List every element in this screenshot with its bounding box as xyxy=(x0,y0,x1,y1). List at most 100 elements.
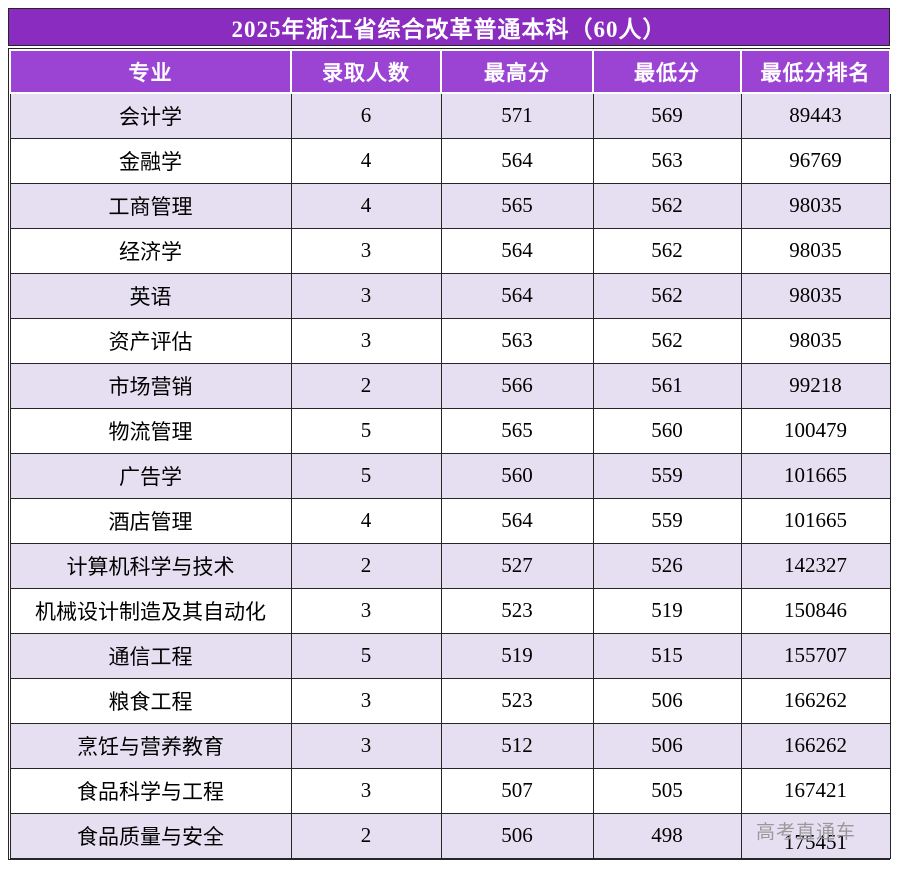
cell-min-score: 561 xyxy=(592,362,742,409)
cell-count: 5 xyxy=(290,452,442,499)
cell-min-score-rank: 100479 xyxy=(740,407,891,454)
cell-count: 4 xyxy=(290,137,442,184)
cell-min-score: 498 xyxy=(592,812,742,859)
cell-max-score: 564 xyxy=(440,497,594,544)
table-row: 烹饪与营养教育 3 512 506 166262 xyxy=(9,722,891,769)
cell-max-score: 564 xyxy=(440,137,594,184)
cell-min-score: 569 xyxy=(592,92,742,139)
cell-min-score: 559 xyxy=(592,497,742,544)
cell-min-score-rank: 98035 xyxy=(740,272,891,319)
cell-min-score-rank: 89443 xyxy=(740,92,891,139)
cell-min-score-rank: 101665 xyxy=(740,452,891,499)
cell-count: 3 xyxy=(290,227,442,274)
cell-count: 5 xyxy=(290,632,442,679)
table-row: 市场营销 2 566 561 99218 xyxy=(9,362,891,409)
cell-count: 3 xyxy=(290,272,442,319)
admissions-table: 专业 录取人数 最高分 最低分 最低分排名 会计学 6 571 569 89443 金融学 4 564… xyxy=(9,49,891,859)
cell-min-score: 560 xyxy=(592,407,742,454)
cell-count: 2 xyxy=(290,542,442,589)
table-title: 2025年浙江省综合改革普通本科（60人） xyxy=(8,8,890,46)
table-row: 计算机科学与技术 2 527 526 142327 xyxy=(9,542,891,589)
cell-min-score-rank: 98035 xyxy=(740,227,891,274)
cell-major: 会计学 xyxy=(9,92,292,139)
cell-max-score: 523 xyxy=(440,677,594,724)
table-row: 粮食工程 3 523 506 166262 xyxy=(9,677,891,724)
cell-major: 金融学 xyxy=(9,137,292,184)
cell-major: 广告学 xyxy=(9,452,292,499)
cell-min-score-rank: 150846 xyxy=(740,587,891,634)
cell-count: 4 xyxy=(290,497,442,544)
cell-max-score: 571 xyxy=(440,92,594,139)
cell-max-score: 506 xyxy=(440,812,594,859)
cell-major: 粮食工程 xyxy=(9,677,292,724)
table-header-row: 专业 录取人数 最高分 最低分 最低分排名 xyxy=(9,49,891,94)
cell-major: 机械设计制造及其自动化 xyxy=(9,587,292,634)
header-row: 专业 录取人数 最高分 最低分 最低分排名 xyxy=(9,49,891,94)
column-header-min-score-rank: 最低分排名 xyxy=(740,49,891,94)
table-row: 酒店管理 4 564 559 101665 xyxy=(9,497,891,544)
cell-count: 3 xyxy=(290,677,442,724)
cell-min-score: 519 xyxy=(592,587,742,634)
cell-max-score: 565 xyxy=(440,182,594,229)
cell-min-score: 563 xyxy=(592,137,742,184)
cell-max-score: 563 xyxy=(440,317,594,364)
cell-min-score-rank: 155707 xyxy=(740,632,891,679)
cell-count: 3 xyxy=(290,722,442,769)
cell-min-score-rank: 167421 xyxy=(740,767,891,814)
cell-min-score: 562 xyxy=(592,272,742,319)
table-row: 工商管理 4 565 562 98035 xyxy=(9,182,891,229)
cell-max-score: 565 xyxy=(440,407,594,454)
cell-min-score-rank: 166262 xyxy=(740,722,891,769)
cell-count: 3 xyxy=(290,587,442,634)
cell-max-score: 566 xyxy=(440,362,594,409)
cell-min-score: 505 xyxy=(592,767,742,814)
cell-major: 物流管理 xyxy=(9,407,292,454)
cell-min-score-rank: 99218 xyxy=(740,362,891,409)
cell-major: 酒店管理 xyxy=(9,497,292,544)
cell-major: 烹饪与营养教育 xyxy=(9,722,292,769)
cell-min-score: 562 xyxy=(592,317,742,364)
cell-major: 工商管理 xyxy=(9,182,292,229)
cell-major: 通信工程 xyxy=(9,632,292,679)
cell-major: 食品科学与工程 xyxy=(9,767,292,814)
cell-major: 经济学 xyxy=(9,227,292,274)
cell-max-score: 519 xyxy=(440,632,594,679)
cell-min-score: 506 xyxy=(592,677,742,724)
cell-max-score: 564 xyxy=(440,272,594,319)
table-row: 广告学 5 560 559 101665 xyxy=(9,452,891,499)
column-header-major: 专业 xyxy=(9,49,292,94)
table-row: 机械设计制造及其自动化 3 523 519 150846 xyxy=(9,587,891,634)
table-row: 物流管理 5 565 560 100479 xyxy=(9,407,891,454)
cell-count: 3 xyxy=(290,317,442,364)
cell-min-score: 562 xyxy=(592,182,742,229)
table-grid: 专业 录取人数 最高分 最低分 最低分排名 会计学 6 571 569 89443 金融学 4 564… xyxy=(8,48,891,860)
cell-major: 市场营销 xyxy=(9,362,292,409)
cell-count: 2 xyxy=(290,812,442,859)
table-body: 会计学 6 571 569 89443 金融学 4 564 563 96769 工商管理 4 565 56… xyxy=(9,92,891,859)
cell-count: 3 xyxy=(290,767,442,814)
cell-max-score: 564 xyxy=(440,227,594,274)
column-header-min-score: 最低分 xyxy=(592,49,742,94)
cell-major: 资产评估 xyxy=(9,317,292,364)
cell-min-score: 526 xyxy=(592,542,742,589)
table-row: 食品质量与安全 2 506 498 175451 xyxy=(9,812,891,859)
cell-min-score-rank: 98035 xyxy=(740,182,891,229)
column-header-max-score: 最高分 xyxy=(440,49,594,94)
cell-min-score: 515 xyxy=(592,632,742,679)
table-row: 会计学 6 571 569 89443 xyxy=(9,92,891,139)
cell-min-score: 506 xyxy=(592,722,742,769)
cell-max-score: 560 xyxy=(440,452,594,499)
table-row: 食品科学与工程 3 507 505 167421 xyxy=(9,767,891,814)
cell-count: 4 xyxy=(290,182,442,229)
table-row: 资产评估 3 563 562 98035 xyxy=(9,317,891,364)
cell-count: 5 xyxy=(290,407,442,454)
cell-min-score-rank: 142327 xyxy=(740,542,891,589)
cell-max-score: 507 xyxy=(440,767,594,814)
cell-max-score: 523 xyxy=(440,587,594,634)
cell-min-score-rank: 175451 xyxy=(740,812,891,859)
cell-major: 英语 xyxy=(9,272,292,319)
cell-min-score: 559 xyxy=(592,452,742,499)
cell-min-score: 562 xyxy=(592,227,742,274)
cell-max-score: 527 xyxy=(440,542,594,589)
